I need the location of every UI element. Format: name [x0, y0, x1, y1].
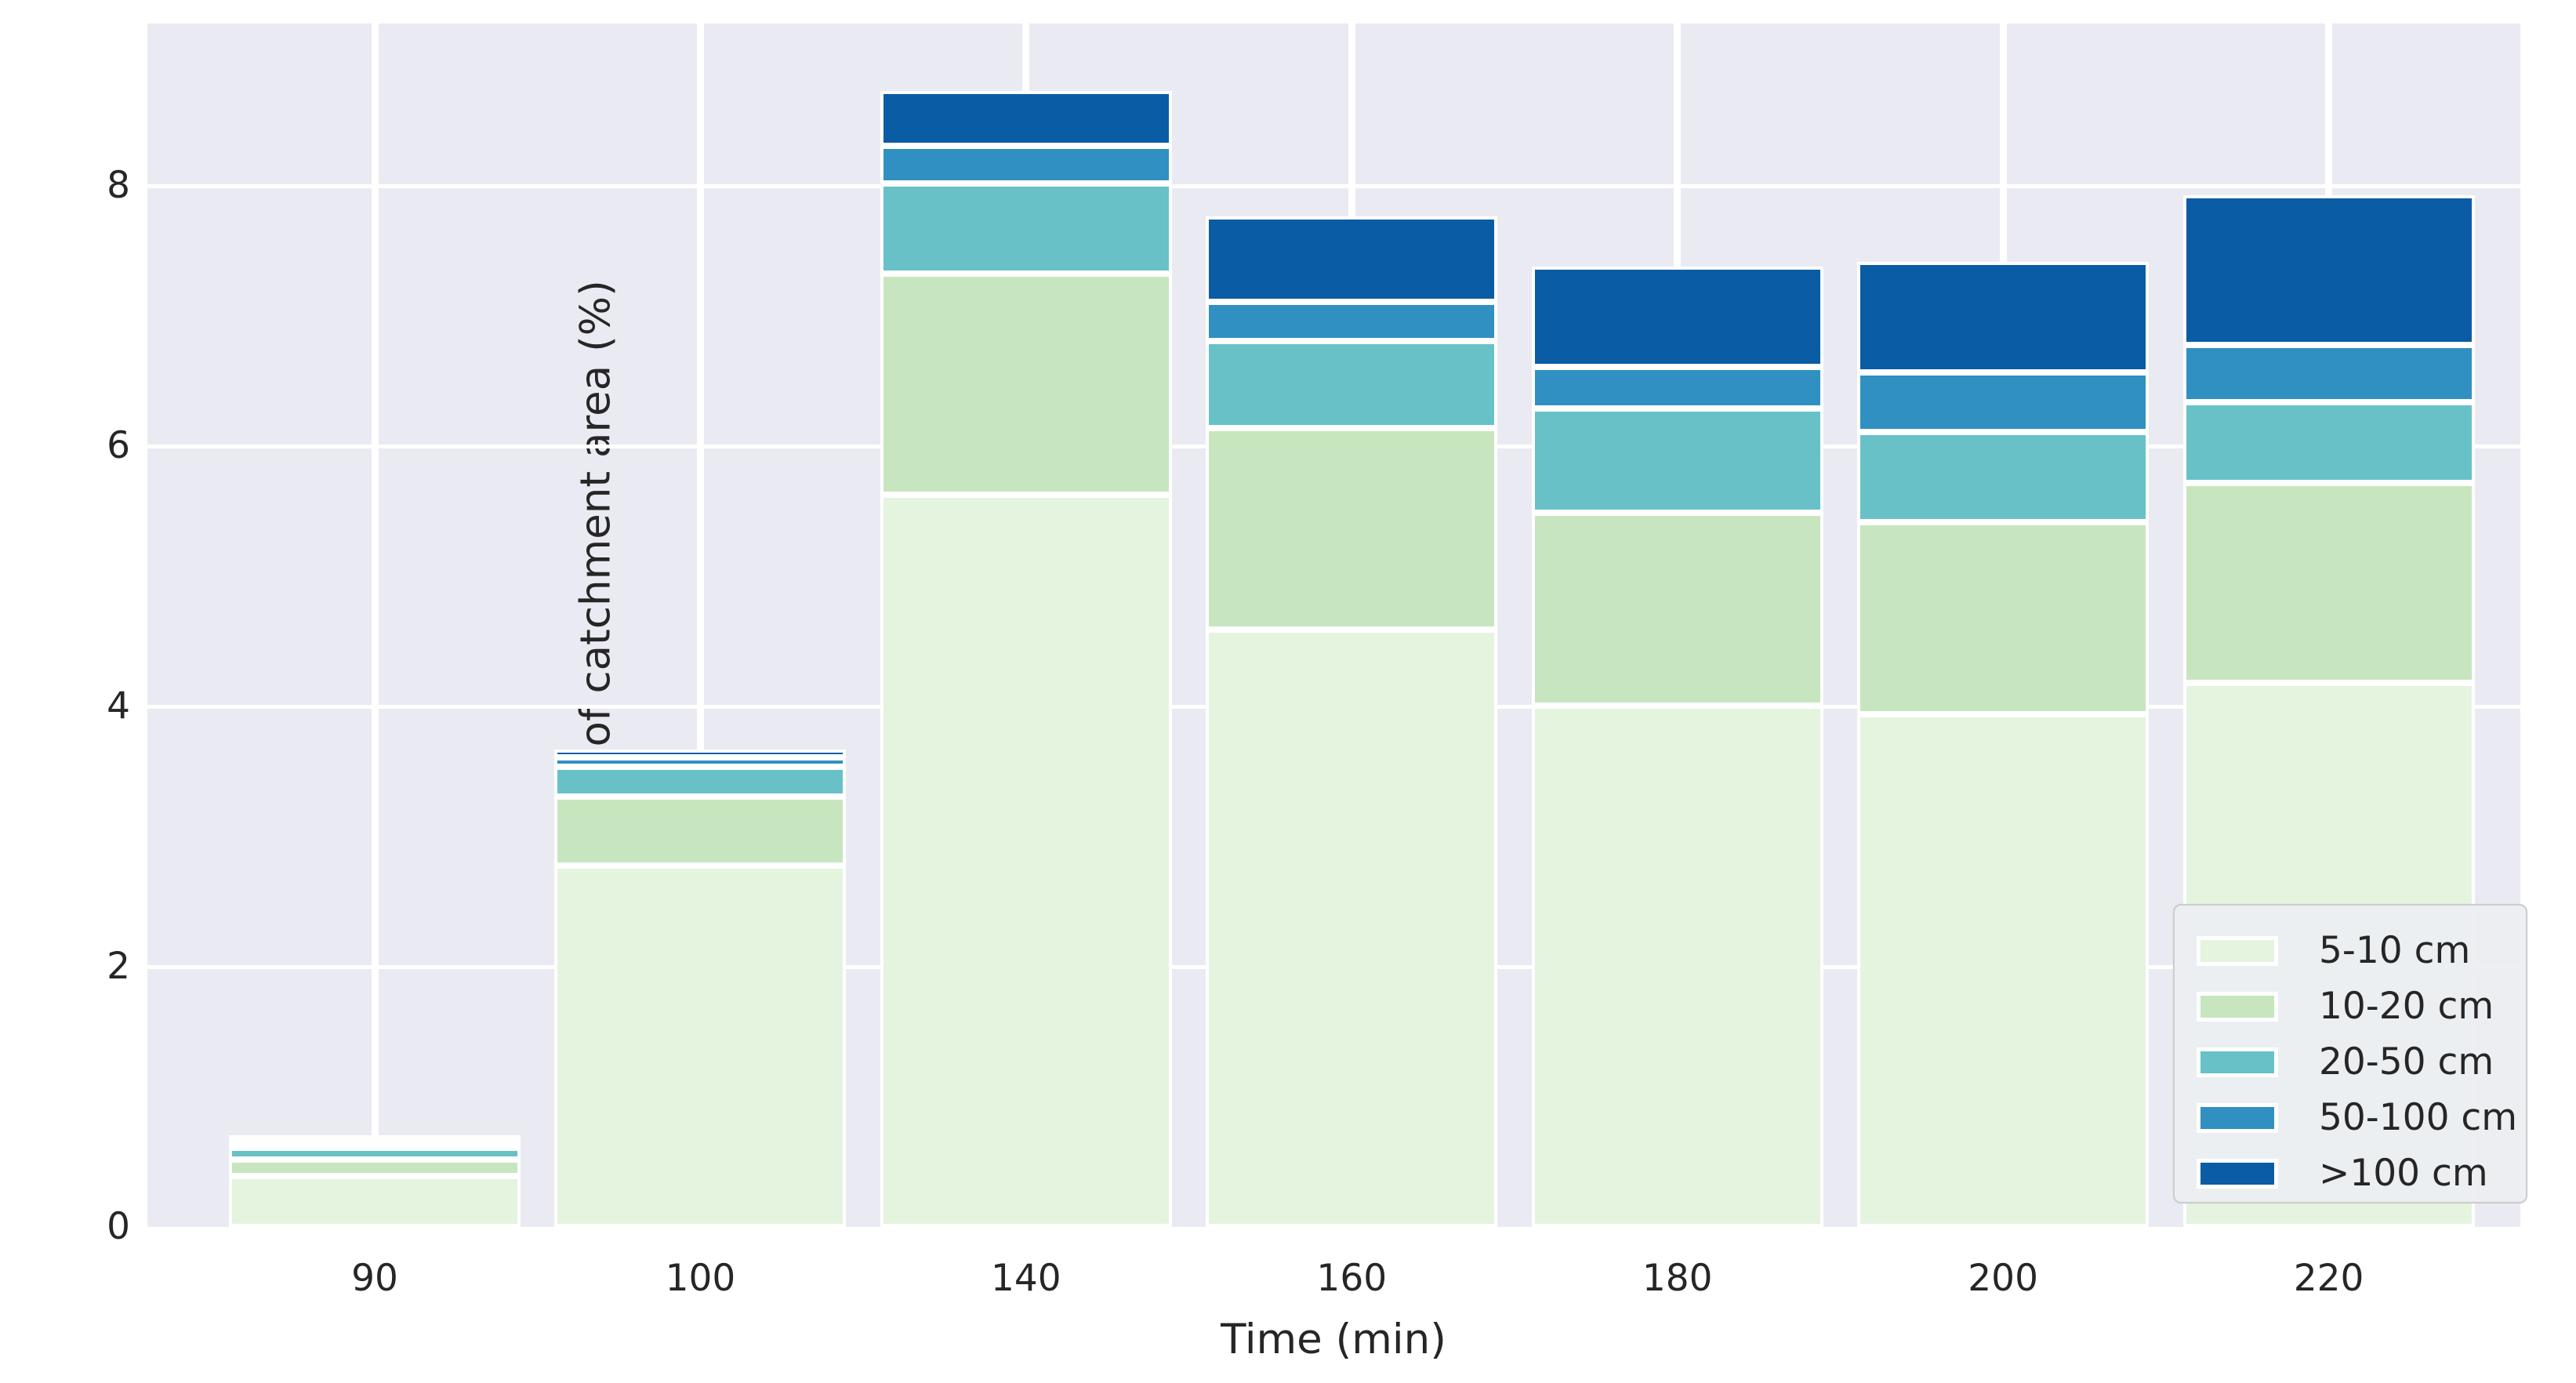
bar-160-segment-5-10-cm — [1206, 630, 1498, 1227]
bar-100-segment-50-100-cm — [554, 757, 847, 767]
legend-row-5-10-cm: 5-10 cm — [2175, 923, 2526, 978]
bar-100-segment-10-20-cm — [554, 796, 847, 866]
y-tick-label-6: 6 — [107, 424, 130, 468]
bar-160 — [1206, 216, 1498, 1227]
y-gridline-8 — [147, 183, 2520, 188]
bar-200-segment-20-50-cm — [1857, 432, 2150, 522]
bar-100 — [554, 750, 847, 1227]
bar-180 — [1531, 267, 1823, 1227]
x-tick-label-220: 220 — [2293, 1257, 2364, 1300]
y-tick-label-2: 2 — [107, 945, 130, 989]
x-tick-label-200: 200 — [1968, 1257, 2038, 1300]
y-tick-label-4: 4 — [107, 684, 130, 728]
x-tick-label-160: 160 — [1316, 1257, 1388, 1300]
legend-label: >100 cm — [2319, 1152, 2488, 1195]
bar-220-segment-50-100-cm — [2182, 344, 2475, 402]
bar-140-segment--100-cm — [880, 91, 1172, 147]
y-tick-label-8: 8 — [107, 164, 130, 208]
bar-200-segment-10-20-cm — [1857, 521, 2150, 715]
bar-90 — [229, 1134, 521, 1227]
bar-220-segment-20-50-cm — [2182, 401, 2475, 483]
x-tick-label-90: 90 — [351, 1257, 398, 1300]
bar-220-segment-10-20-cm — [2182, 482, 2475, 684]
x-tick-label-180: 180 — [1642, 1257, 1713, 1300]
bar-140-segment-10-20-cm — [880, 273, 1172, 495]
bar-180-segment--100-cm — [1531, 267, 1823, 368]
legend-label: 10-20 cm — [2319, 985, 2494, 1028]
bar-140 — [880, 91, 1172, 1227]
bar-220-segment--100-cm — [2182, 195, 2475, 345]
bar-160-segment--100-cm — [1206, 216, 1498, 303]
bar-200 — [1857, 261, 2150, 1227]
x-tick-label-140: 140 — [991, 1257, 1061, 1300]
legend-label: 50-100 cm — [2319, 1096, 2518, 1139]
bar-160-segment-20-50-cm — [1206, 340, 1498, 429]
x-axis-label: Time (min) — [1221, 1316, 1446, 1363]
bar-160-segment-10-20-cm — [1206, 428, 1498, 630]
bar-100-segment--100-cm — [554, 750, 847, 757]
bar-90-segment-50-100-cm — [229, 1141, 521, 1148]
legend-swatch-icon — [2197, 1047, 2278, 1077]
bar-180-segment-20-50-cm — [1531, 408, 1823, 513]
legend-swatch-icon — [2197, 991, 2278, 1022]
bar-140-segment-50-100-cm — [880, 146, 1172, 184]
legend-row--100-cm: >100 cm — [2175, 1145, 2526, 1201]
legend-label: 20-50 cm — [2319, 1040, 2494, 1084]
bar-180-segment-50-100-cm — [1531, 367, 1823, 409]
x-tick-label-100: 100 — [665, 1257, 736, 1300]
plot-area — [147, 24, 2520, 1227]
legend-row-20-50-cm: 20-50 cm — [2175, 1034, 2526, 1090]
bar-200-segment-5-10-cm — [1857, 714, 2150, 1227]
bar-90-segment--100-cm — [229, 1134, 521, 1142]
legend-swatch-icon — [2197, 935, 2278, 966]
legend-row-10-20-cm: 10-20 cm — [2175, 978, 2526, 1034]
legend-swatch-icon — [2197, 1158, 2278, 1189]
legend: 5-10 cm 10-20 cm 20-50 cm 50-100 cm >100 cm — [2173, 904, 2527, 1203]
bar-140-segment-20-50-cm — [880, 183, 1172, 274]
legend-label: 5-10 cm — [2319, 929, 2471, 972]
bar-180-segment-10-20-cm — [1531, 512, 1823, 706]
legend-row-50-100-cm: 50-100 cm — [2175, 1090, 2526, 1145]
bar-100-segment-5-10-cm — [554, 865, 847, 1227]
bar-160-segment-50-100-cm — [1206, 302, 1498, 341]
bar-200-segment--100-cm — [1857, 261, 2150, 372]
x-gridline-100 — [696, 24, 704, 1227]
legend-swatch-icon — [2197, 1102, 2278, 1133]
y-tick-label-0: 0 — [107, 1205, 130, 1248]
bar-140-segment-5-10-cm — [880, 494, 1172, 1227]
bar-90-segment-10-20-cm — [229, 1159, 521, 1177]
bar-100-segment-20-50-cm — [554, 766, 847, 797]
x-gridline-90 — [371, 24, 379, 1227]
bar-180-segment-5-10-cm — [1531, 705, 1823, 1227]
bar-200-segment-50-100-cm — [1857, 372, 2150, 433]
bar-90-segment-5-10-cm — [229, 1176, 521, 1227]
bar-90-segment-20-50-cm — [229, 1147, 521, 1160]
